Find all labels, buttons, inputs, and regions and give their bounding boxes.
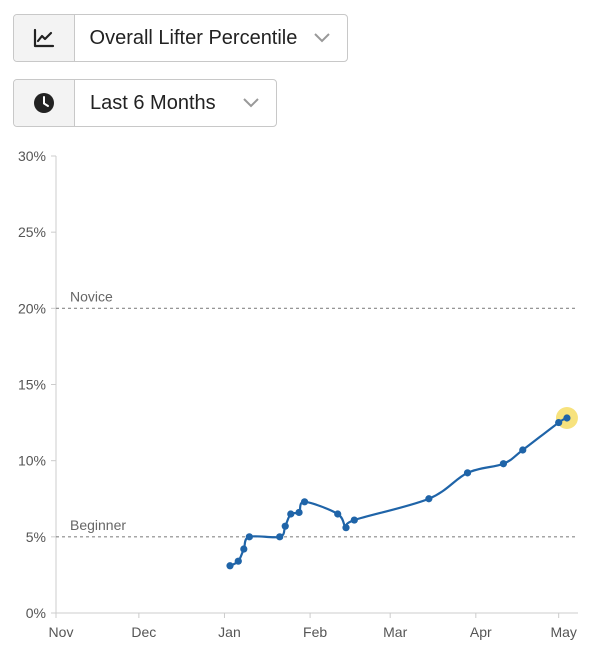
data-point (519, 446, 527, 454)
data-point (295, 508, 303, 517)
time-range-dropdown[interactable]: Last 6 Months (13, 79, 277, 127)
x-tick-label: Apr (470, 624, 492, 640)
data-point (334, 510, 342, 518)
x-tick-label: Jan (218, 624, 241, 640)
data-point (555, 418, 563, 427)
reference-label-beginner: Beginner (70, 517, 126, 533)
y-tick-label: 20% (18, 300, 46, 316)
x-tick-label: Dec (131, 624, 156, 640)
y-tick-label: 10% (18, 453, 46, 469)
data-point (300, 498, 309, 506)
data-point (234, 557, 242, 565)
series-line (229, 417, 568, 567)
clock-icon (14, 80, 75, 126)
metric-dropdown-label: Overall Lifter Percentile (89, 26, 298, 49)
data-point (342, 524, 350, 532)
data-point (350, 516, 358, 524)
x-tick-label: Nov (49, 624, 74, 640)
data-point (425, 495, 433, 503)
data-point (276, 533, 284, 541)
line-chart-icon (14, 15, 75, 61)
metric-dropdown[interactable]: Overall Lifter Percentile (13, 14, 348, 62)
x-tick-label: May (550, 624, 576, 640)
y-tick-label: 5% (26, 529, 46, 545)
chevron-down-icon (297, 15, 347, 61)
data-point (240, 545, 248, 553)
y-tick-label: 15% (18, 377, 46, 393)
data-point (245, 533, 253, 541)
time-range-dropdown-label: Last 6 Months (90, 91, 216, 114)
x-tick-label: Mar (383, 624, 407, 640)
data-point (563, 414, 571, 422)
chevron-down-icon (226, 80, 276, 126)
data-point (287, 510, 295, 518)
y-tick-label: 25% (18, 224, 46, 240)
data-point (226, 562, 234, 570)
x-tick-label: Feb (303, 624, 327, 640)
percentile-line-chart: 0% 5% 10% 15% 20% 25% 30% Nov Dec Jan Feb Mar Apr May… (18, 148, 578, 640)
data-point (281, 522, 289, 530)
reference-label-novice: Novice (70, 288, 113, 304)
y-tick-label: 30% (18, 148, 46, 164)
y-tick-label: 0% (26, 605, 46, 621)
data-point (463, 469, 472, 477)
data-point (499, 460, 508, 468)
